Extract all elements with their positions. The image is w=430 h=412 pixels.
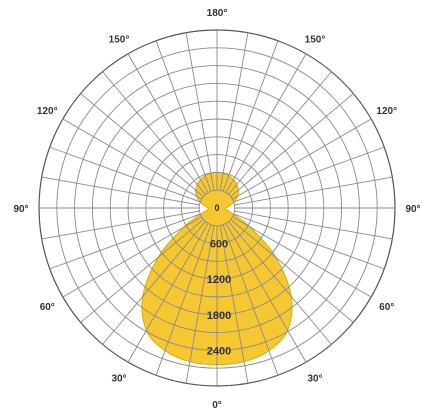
polar-grid [38, 29, 396, 387]
angle-label-left-150: 150° [109, 34, 130, 45]
angle-label-left-60: 60° [40, 302, 55, 313]
grid-spoke [127, 53, 209, 193]
grid-spoke [230, 93, 354, 197]
center-label: 0 [214, 203, 219, 213]
angle-label-right-30: 30° [307, 374, 322, 385]
grid-spoke [225, 223, 307, 363]
grid-spoke [225, 53, 307, 193]
grid-spoke [155, 224, 212, 376]
grid-spoke [234, 176, 393, 206]
grid-spoke [234, 210, 393, 240]
grid-spoke [102, 71, 206, 195]
radial-tick-label-1800: 1800 [207, 310, 231, 322]
grid-spoke [80, 219, 204, 323]
angle-label-right-120: 120° [376, 106, 397, 117]
grid-spoke [230, 219, 354, 323]
grid-spoke [232, 216, 372, 298]
grid-spoke [228, 221, 332, 345]
grid-spoke [155, 40, 212, 192]
grid-spoke [233, 146, 385, 203]
grid-spoke [62, 216, 202, 298]
angle-label-left-90: 90° [13, 204, 28, 215]
grid-spoke [127, 223, 209, 363]
grid-spoke [41, 210, 200, 240]
grid-spoke [219, 225, 249, 384]
angle-label-left-120: 120° [37, 106, 58, 117]
angle-label-left-30: 30° [111, 374, 126, 385]
grid-spoke [80, 93, 204, 197]
grid-spoke [233, 213, 385, 270]
radial-tick-label-2400: 2400 [207, 345, 231, 357]
grid-spoke [185, 32, 215, 191]
angle-label-right-60: 60° [379, 302, 394, 313]
angle-label-right-90: 90° [405, 204, 420, 215]
grid-spoke [228, 71, 332, 195]
radial-tick-label-1200: 1200 [207, 274, 231, 286]
grid-spoke [41, 176, 200, 206]
grid-spoke [222, 40, 279, 192]
grid-spoke [49, 146, 201, 203]
grid-spoke [185, 225, 215, 384]
angle-label-right-150: 150° [305, 34, 326, 45]
grid-spoke [62, 118, 202, 200]
angle-label-right-180: 180° [207, 8, 228, 19]
grid-spoke [102, 221, 206, 345]
angle-label-0: 0° [212, 400, 222, 411]
grid-spoke [232, 118, 372, 200]
label-layer: 180° 150° 150° 120° 120° 90° 90° 60° 60° 30° 30° 0°… [13, 8, 420, 411]
grid-spoke [49, 213, 201, 270]
radial-tick-label-600: 600 [210, 239, 228, 251]
grid-spoke [222, 224, 279, 376]
grid-spoke [219, 32, 249, 191]
